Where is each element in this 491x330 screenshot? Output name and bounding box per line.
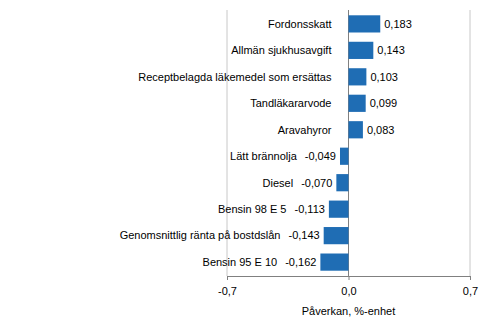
- bar: [336, 174, 348, 191]
- data-label: 0,183: [384, 18, 412, 30]
- data-label: 0,143: [377, 44, 405, 56]
- category-label: Diesel: [263, 177, 294, 189]
- tick-label: 0,7: [463, 285, 478, 297]
- data-label: -0,143: [288, 229, 319, 241]
- tick: -0,7: [218, 276, 237, 297]
- tick: 0,7: [463, 276, 478, 297]
- grid-line: [470, 10, 471, 276]
- bar: [324, 227, 349, 244]
- bar: [349, 15, 381, 32]
- bar: [320, 254, 348, 271]
- chart: -0,7 0,0 0,7 Påverkan, %-enhet 0,183 Fordonss…: [0, 0, 491, 330]
- axis-title: Påverkan, %-enhet: [302, 305, 396, 317]
- category-label: Bensin 95 E 10: [203, 256, 278, 268]
- tick-label: 0,0: [341, 285, 356, 297]
- tick-mark: [227, 276, 228, 280]
- category-label: Bensin 98 E 5: [218, 203, 287, 215]
- labels: 0,183 Fordonsskatt 0,143 Allmän sjukhusavgi…: [120, 18, 412, 268]
- tick-mark: [470, 276, 471, 280]
- bar: [349, 95, 366, 112]
- data-label: -0,070: [301, 177, 332, 189]
- tick-label: -0,7: [218, 285, 237, 297]
- bar: [349, 42, 374, 59]
- bar: [349, 121, 363, 138]
- bar: [340, 148, 349, 165]
- category-label: Lätt brännolja: [230, 150, 298, 162]
- tick: 0,0: [341, 276, 356, 297]
- category-label: Tandläkararvode: [250, 97, 331, 109]
- category-label: Genomsnittlig ränta på bostdslån: [120, 229, 281, 241]
- x-axis: -0,7 0,0 0,7: [218, 276, 478, 297]
- bar: [329, 201, 349, 218]
- category-label: Fordonsskatt: [268, 18, 332, 30]
- data-label: 0,083: [367, 124, 395, 136]
- category-label: Receptbelagda läkemedel som ersättas: [138, 71, 332, 83]
- category-label: Allmän sjukhusavgift: [231, 44, 331, 56]
- data-label: 0,103: [370, 71, 398, 83]
- bar: [349, 68, 367, 85]
- data-label: -0,049: [305, 150, 336, 162]
- category-label: Aravahyror: [278, 124, 332, 136]
- data-label: -0,162: [285, 256, 316, 268]
- data-label: 0,099: [370, 97, 398, 109]
- tick-mark: [349, 276, 350, 280]
- data-label: -0,113: [295, 203, 325, 215]
